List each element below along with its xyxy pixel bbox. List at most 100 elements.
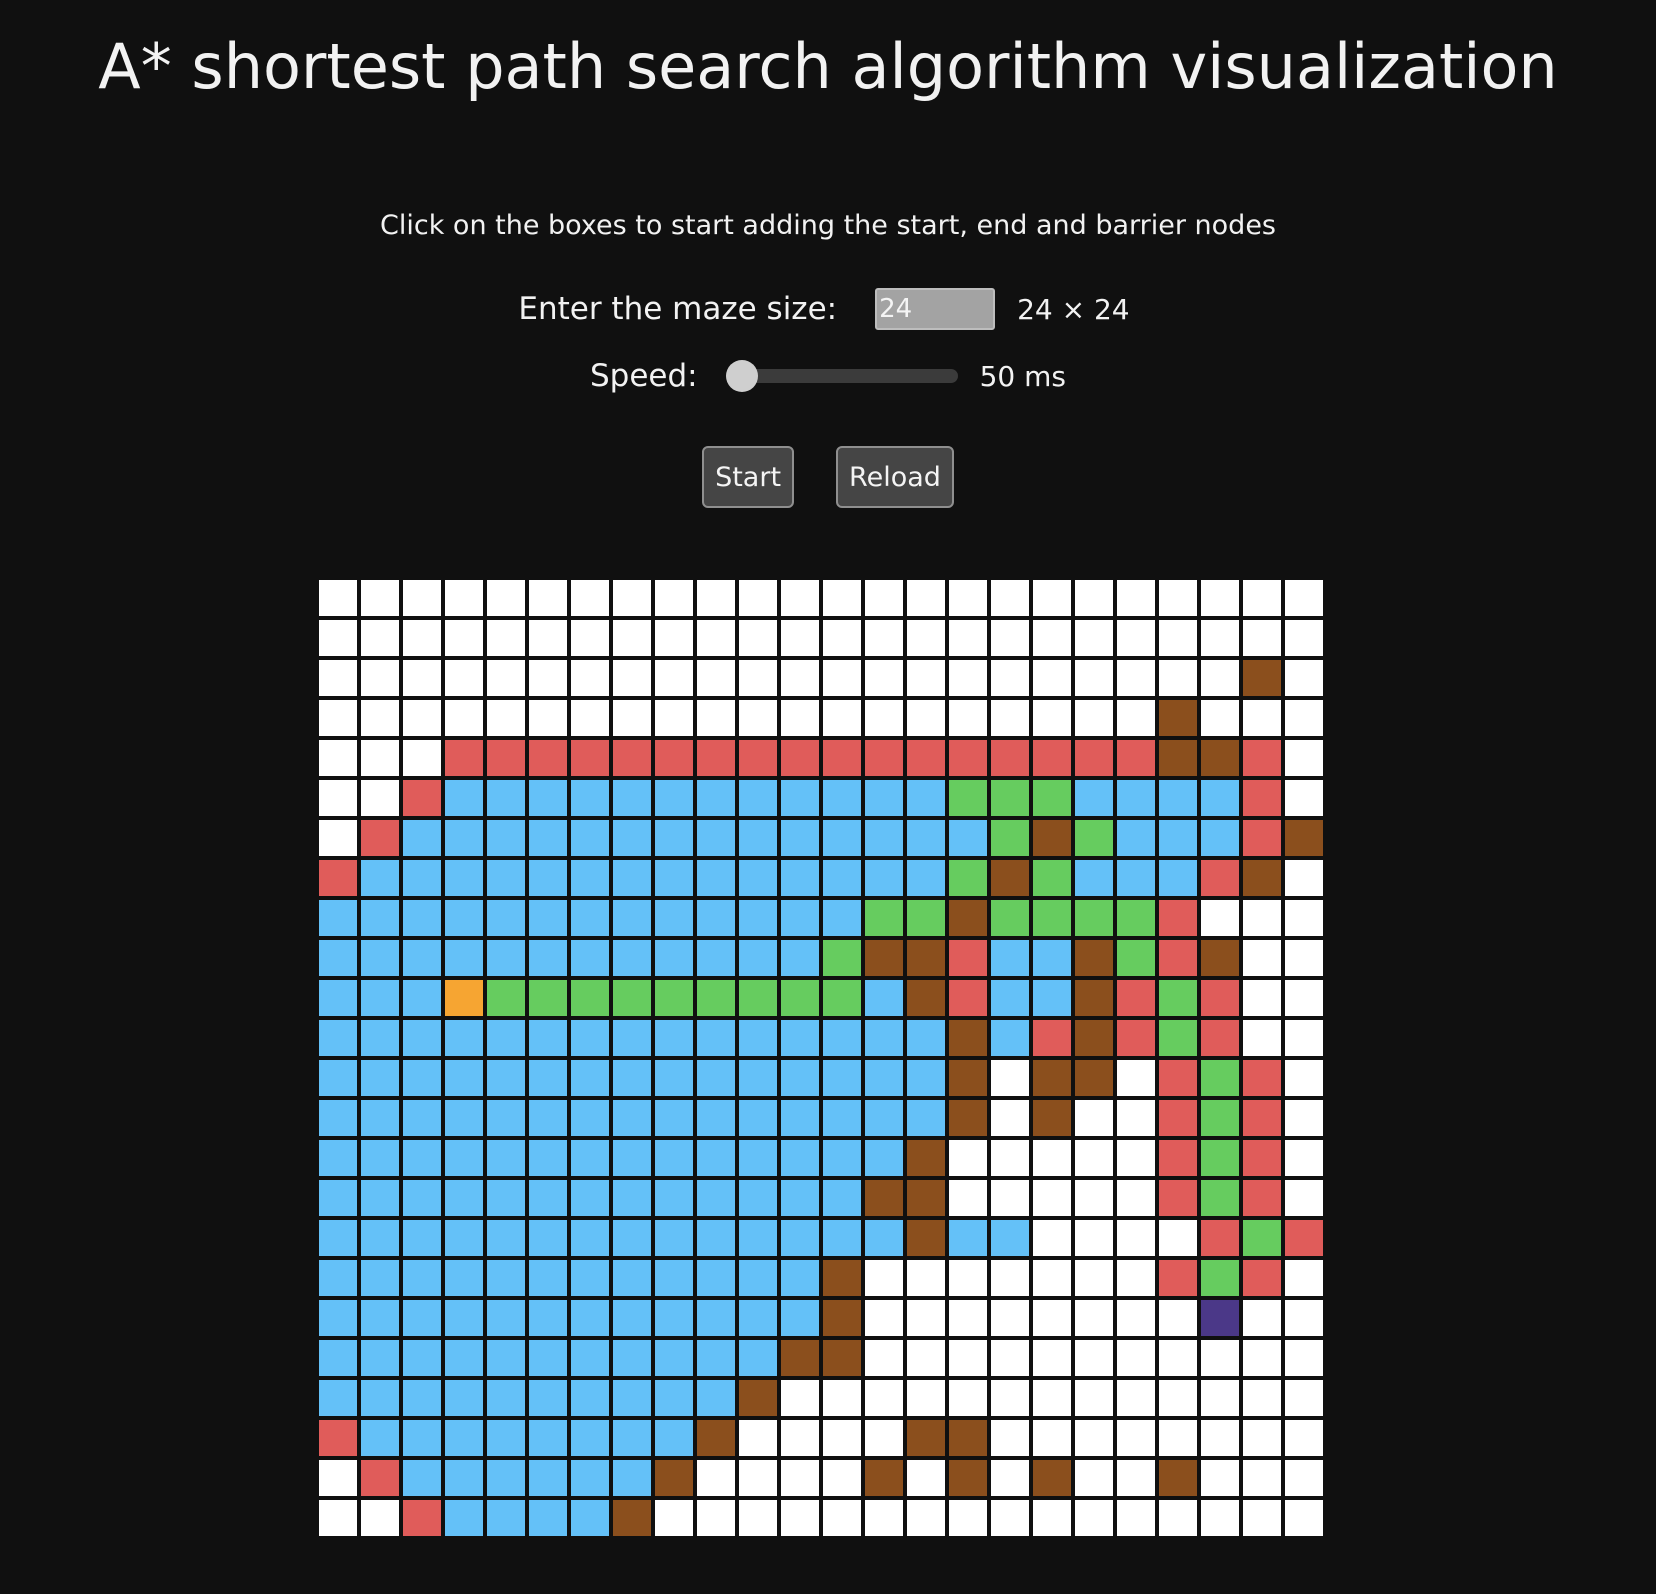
- grid-cell-empty[interactable]: [1285, 1460, 1323, 1496]
- grid-cell-closed-visited[interactable]: [739, 1180, 777, 1216]
- grid-cell-closed-visited[interactable]: [1075, 780, 1113, 816]
- grid-cell-closed-visited[interactable]: [613, 1420, 651, 1456]
- grid-cell-open-frontier[interactable]: [1243, 1100, 1281, 1136]
- grid-cell-empty[interactable]: [1033, 1420, 1071, 1456]
- grid-cell-empty[interactable]: [1075, 1460, 1113, 1496]
- grid-cell-closed-visited[interactable]: [697, 1020, 735, 1056]
- grid-cell-path[interactable]: [529, 980, 567, 1016]
- grid-cell-empty[interactable]: [319, 660, 357, 696]
- grid-cell-empty[interactable]: [949, 1300, 987, 1336]
- grid-cell-closed-visited[interactable]: [865, 780, 903, 816]
- grid-cell-closed-visited[interactable]: [655, 940, 693, 976]
- grid-cell-empty[interactable]: [865, 1420, 903, 1456]
- grid-cell-empty[interactable]: [1117, 1500, 1155, 1536]
- grid-cell-empty[interactable]: [907, 1500, 945, 1536]
- grid-cell-empty[interactable]: [1243, 1460, 1281, 1496]
- grid-cell-open-frontier[interactable]: [1243, 740, 1281, 776]
- grid-cell-open-frontier[interactable]: [1159, 1180, 1197, 1216]
- grid-cell-closed-visited[interactable]: [529, 1100, 567, 1136]
- grid-cell-empty[interactable]: [823, 1420, 861, 1456]
- grid-cell-closed-visited[interactable]: [571, 1100, 609, 1136]
- grid-cell-closed-visited[interactable]: [361, 940, 399, 976]
- grid-cell-empty[interactable]: [865, 1500, 903, 1536]
- grid-cell-barrier[interactable]: [655, 1460, 693, 1496]
- grid-cell-closed-visited[interactable]: [529, 1220, 567, 1256]
- grid-cell-closed-visited[interactable]: [487, 1340, 525, 1376]
- grid-cell-empty[interactable]: [949, 1340, 987, 1376]
- grid-cell-empty[interactable]: [823, 1380, 861, 1416]
- grid-cell-open-frontier[interactable]: [697, 740, 735, 776]
- grid-cell-empty[interactable]: [991, 660, 1029, 696]
- grid-cell-open-frontier[interactable]: [1159, 1060, 1197, 1096]
- grid-cell-closed-visited[interactable]: [991, 1020, 1029, 1056]
- grid-cell-closed-visited[interactable]: [865, 1220, 903, 1256]
- grid-cell-empty[interactable]: [1201, 1340, 1239, 1376]
- grid-cell-empty[interactable]: [1285, 1380, 1323, 1416]
- grid-cell-closed-visited[interactable]: [445, 860, 483, 896]
- grid-cell-empty[interactable]: [1117, 620, 1155, 656]
- grid-cell-closed-visited[interactable]: [1117, 860, 1155, 896]
- grid-cell-open-frontier[interactable]: [655, 740, 693, 776]
- grid-cell-empty[interactable]: [1033, 1140, 1071, 1176]
- grid-cell-closed-visited[interactable]: [403, 1180, 441, 1216]
- grid-cell-closed-visited[interactable]: [655, 860, 693, 896]
- grid-cell-closed-visited[interactable]: [697, 780, 735, 816]
- grid-cell-barrier[interactable]: [949, 1020, 987, 1056]
- grid-cell-closed-visited[interactable]: [571, 1180, 609, 1216]
- grid-cell-barrier[interactable]: [823, 1340, 861, 1376]
- grid-cell-empty[interactable]: [949, 1260, 987, 1296]
- grid-cell-barrier[interactable]: [949, 1420, 987, 1456]
- grid-cell-closed-visited[interactable]: [949, 820, 987, 856]
- grid-cell-closed-visited[interactable]: [655, 900, 693, 936]
- grid-cell-closed-visited[interactable]: [823, 860, 861, 896]
- grid-cell-barrier[interactable]: [613, 1500, 651, 1536]
- grid-cell-empty[interactable]: [865, 700, 903, 736]
- grid-cell-empty[interactable]: [1159, 660, 1197, 696]
- grid-cell-open-frontier[interactable]: [1201, 860, 1239, 896]
- grid-cell-open-frontier[interactable]: [907, 740, 945, 776]
- grid-cell-closed-visited[interactable]: [403, 940, 441, 976]
- grid-cell-closed-visited[interactable]: [991, 1220, 1029, 1256]
- grid-cell-closed-visited[interactable]: [739, 780, 777, 816]
- grid-cell-empty[interactable]: [907, 620, 945, 656]
- grid-cell-closed-visited[interactable]: [529, 780, 567, 816]
- grid-cell-open-frontier[interactable]: [1243, 1180, 1281, 1216]
- grid-cell-barrier[interactable]: [1159, 740, 1197, 776]
- grid-cell-empty[interactable]: [1201, 1380, 1239, 1416]
- grid-cell-closed-visited[interactable]: [1075, 860, 1113, 896]
- grid-cell-open-frontier[interactable]: [1033, 1020, 1071, 1056]
- grid-cell-empty[interactable]: [991, 700, 1029, 736]
- grid-cell-empty[interactable]: [1243, 700, 1281, 736]
- grid-cell-open-frontier[interactable]: [1285, 1220, 1323, 1256]
- grid-cell-closed-visited[interactable]: [739, 1140, 777, 1176]
- grid-cell-empty[interactable]: [1243, 1340, 1281, 1376]
- grid-cell-closed-visited[interactable]: [487, 1100, 525, 1136]
- grid-cell-path[interactable]: [1243, 1220, 1281, 1256]
- grid-cell-closed-visited[interactable]: [319, 1020, 357, 1056]
- grid-cell-empty[interactable]: [781, 1420, 819, 1456]
- grid-cell-closed-visited[interactable]: [403, 1100, 441, 1136]
- grid-cell-path[interactable]: [1075, 900, 1113, 936]
- grid-cell-path[interactable]: [907, 900, 945, 936]
- grid-cell-closed-visited[interactable]: [361, 1380, 399, 1416]
- grid-cell-empty[interactable]: [697, 1460, 735, 1496]
- grid-cell-closed-visited[interactable]: [403, 900, 441, 936]
- grid-cell-closed-visited[interactable]: [487, 1180, 525, 1216]
- grid-cell-closed-visited[interactable]: [613, 1380, 651, 1416]
- grid-cell-empty[interactable]: [1201, 1500, 1239, 1536]
- grid-cell-closed-visited[interactable]: [445, 1180, 483, 1216]
- grid-cell-empty[interactable]: [949, 1140, 987, 1176]
- grid-cell-empty[interactable]: [529, 700, 567, 736]
- grid-cell-closed-visited[interactable]: [781, 940, 819, 976]
- grid-cell-empty[interactable]: [781, 1380, 819, 1416]
- grid-cell-barrier[interactable]: [1159, 1460, 1197, 1496]
- grid-cell-empty[interactable]: [1201, 580, 1239, 616]
- grid-cell-open-frontier[interactable]: [1201, 980, 1239, 1016]
- grid-cell-closed-visited[interactable]: [655, 1260, 693, 1296]
- grid-cell-closed-visited[interactable]: [361, 1340, 399, 1376]
- grid-cell-closed-visited[interactable]: [529, 820, 567, 856]
- grid-cell-empty[interactable]: [1075, 1260, 1113, 1296]
- grid-cell-empty[interactable]: [571, 580, 609, 616]
- grid-cell-closed-visited[interactable]: [571, 1460, 609, 1496]
- grid-cell-open-frontier[interactable]: [403, 780, 441, 816]
